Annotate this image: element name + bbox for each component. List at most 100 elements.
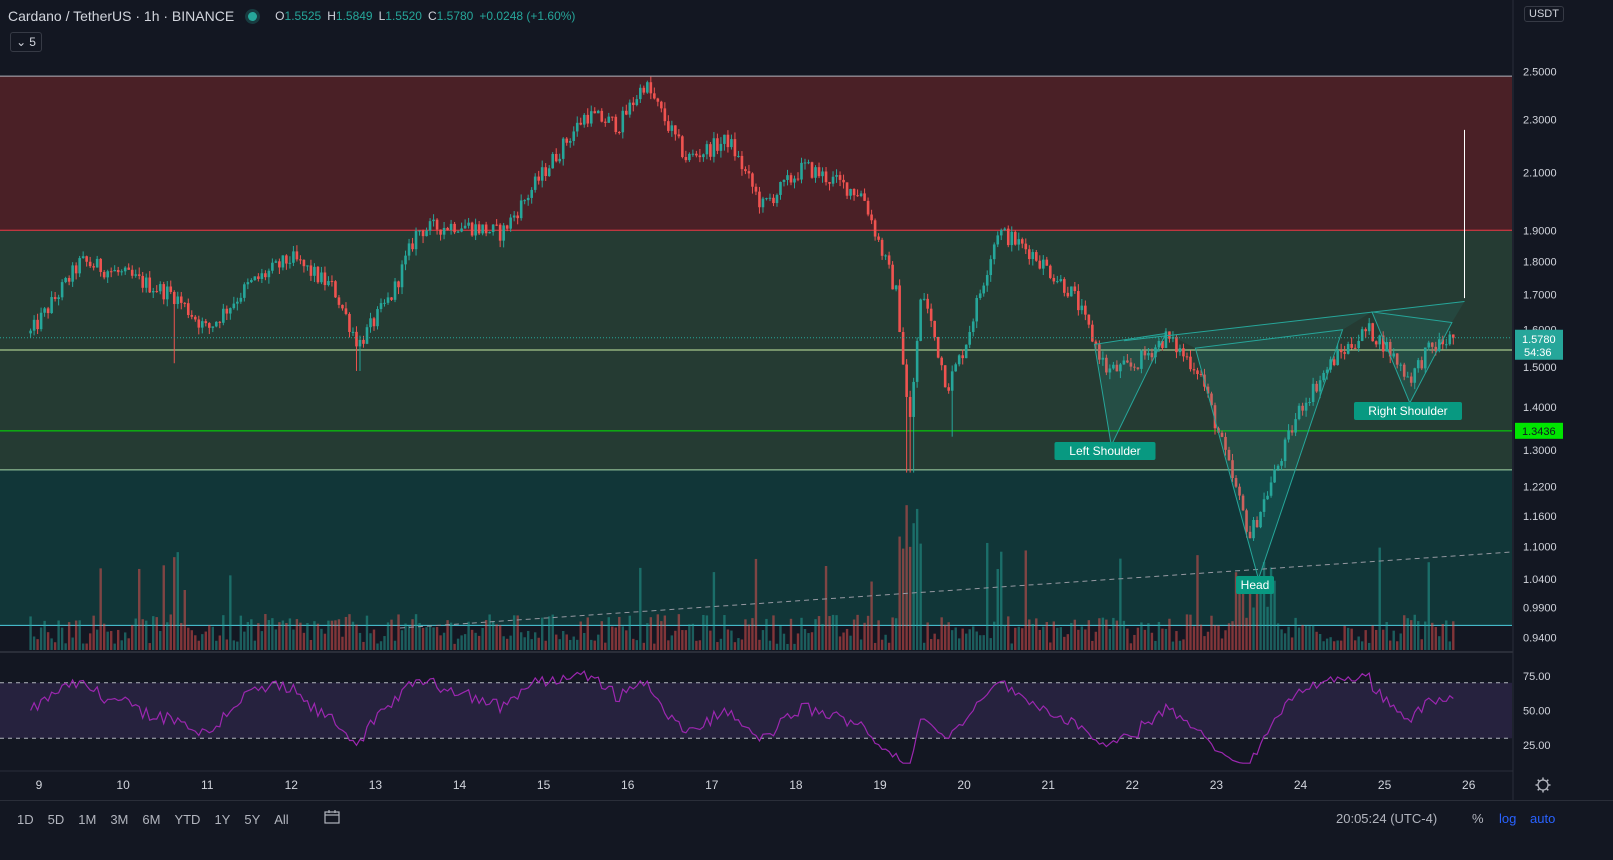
candle-body	[116, 270, 120, 273]
candle-up	[456, 230, 460, 234]
symbol-title[interactable]: Cardano / TetherUS · 1h · BINANCE	[8, 8, 235, 24]
candle-down	[130, 265, 134, 279]
range-button-all[interactable]: All	[274, 811, 289, 827]
volume-bar	[943, 624, 947, 650]
candle-body	[99, 258, 102, 272]
indicators-toggle-button[interactable]: ⌄ 5	[10, 32, 42, 52]
candle-body	[43, 308, 46, 313]
candle-body	[775, 194, 779, 204]
candle-body	[866, 200, 870, 215]
candle-body	[1049, 265, 1052, 278]
volume-bar	[278, 622, 281, 650]
candle-body	[211, 326, 215, 328]
volume-bar	[400, 630, 404, 650]
candle-up	[1157, 337, 1161, 353]
volume-bar	[159, 631, 162, 650]
candle-body	[1129, 362, 1133, 367]
candle-down	[1066, 286, 1070, 298]
candle-down	[334, 280, 337, 298]
candle-body	[1038, 260, 1042, 269]
price-tick-label: 0.9900	[1523, 603, 1557, 615]
candle-down	[127, 263, 131, 270]
gear-icon[interactable]	[1535, 777, 1551, 793]
range-button-3m[interactable]: 3M	[110, 811, 129, 827]
gear-tooth	[1546, 779, 1549, 782]
candle-body	[183, 302, 187, 304]
volume-bar	[737, 638, 740, 650]
candle-up	[418, 230, 421, 236]
calendar-goto-icon[interactable]	[324, 810, 340, 828]
candle-up	[519, 194, 523, 221]
volume-bar	[1413, 614, 1416, 650]
range-button-1y[interactable]: 1Y	[214, 811, 231, 827]
candle-up	[1297, 403, 1301, 421]
candle-body	[421, 230, 425, 237]
volume-bar	[993, 621, 996, 650]
candle-down	[1185, 352, 1189, 360]
candle-body	[390, 297, 393, 300]
candle-up	[239, 292, 243, 304]
range-button-5d[interactable]: 5D	[47, 811, 65, 827]
log-scale-button[interactable]: log	[1499, 811, 1517, 826]
clock-timezone[interactable]: 20:05:24 (UTC-4)	[1336, 811, 1438, 826]
candle-body	[992, 244, 996, 260]
volume-bar	[152, 616, 155, 650]
volume-bar	[972, 626, 975, 650]
candle-down	[656, 97, 660, 107]
close-value: 1.5780	[436, 9, 474, 23]
candle-body	[278, 261, 281, 268]
candle-body	[1013, 231, 1017, 245]
volume-bar	[660, 621, 663, 650]
volume-bar	[1315, 631, 1318, 650]
volume-bar	[870, 581, 873, 650]
volume-bar	[1227, 623, 1231, 650]
right-shoulder-label[interactable]: Right Shoulder	[1354, 402, 1462, 420]
range-button-5y[interactable]: 5Y	[244, 811, 261, 827]
volume-bar	[124, 632, 127, 650]
candle-down	[1395, 353, 1399, 369]
candle-down	[579, 117, 583, 126]
candle-up	[719, 137, 723, 158]
left-shoulder-triangle	[1093, 332, 1167, 448]
volume-bar	[1283, 633, 1287, 650]
candle-body	[137, 274, 141, 276]
volume-bar	[43, 620, 46, 650]
volume-bar	[572, 636, 575, 650]
candle-body	[1262, 499, 1266, 512]
volume-bar	[793, 643, 796, 650]
head-label[interactable]: Head	[1236, 576, 1274, 594]
candle-body	[561, 138, 565, 159]
candle-down	[1353, 344, 1357, 350]
volume-bar	[1234, 572, 1238, 650]
range-button-6m[interactable]: 6M	[142, 811, 161, 827]
percent-scale-button[interactable]: %	[1472, 811, 1484, 826]
candle-down	[1339, 343, 1343, 359]
candle-up	[975, 295, 979, 329]
candle-up	[267, 268, 271, 284]
candle-body	[533, 176, 537, 190]
left-shoulder-label[interactable]: Left Shoulder	[1054, 442, 1156, 460]
candle-down	[1364, 327, 1367, 338]
auto-scale-button[interactable]: auto	[1530, 811, 1556, 826]
candle-body	[299, 259, 302, 261]
volume-bar	[1220, 638, 1224, 650]
candle-down	[905, 359, 908, 473]
candle-body	[120, 271, 123, 273]
volume-bar	[467, 621, 470, 650]
range-button-ytd[interactable]: YTD	[174, 811, 201, 827]
candle-down	[1045, 256, 1049, 266]
candle-body	[947, 387, 950, 391]
volume-bar	[1332, 641, 1336, 650]
volume-bar	[1396, 641, 1399, 650]
range-button-1d[interactable]: 1D	[17, 811, 34, 827]
volume-bar	[404, 623, 407, 650]
candle-down	[179, 291, 183, 310]
candle-body	[260, 273, 264, 279]
candle-body	[589, 111, 593, 124]
candle-body	[975, 297, 979, 322]
currency-button[interactable]: USDT	[1524, 6, 1564, 22]
candle-up	[705, 140, 709, 160]
volume-bar	[407, 625, 411, 650]
range-button-1m[interactable]: 1M	[78, 811, 97, 827]
